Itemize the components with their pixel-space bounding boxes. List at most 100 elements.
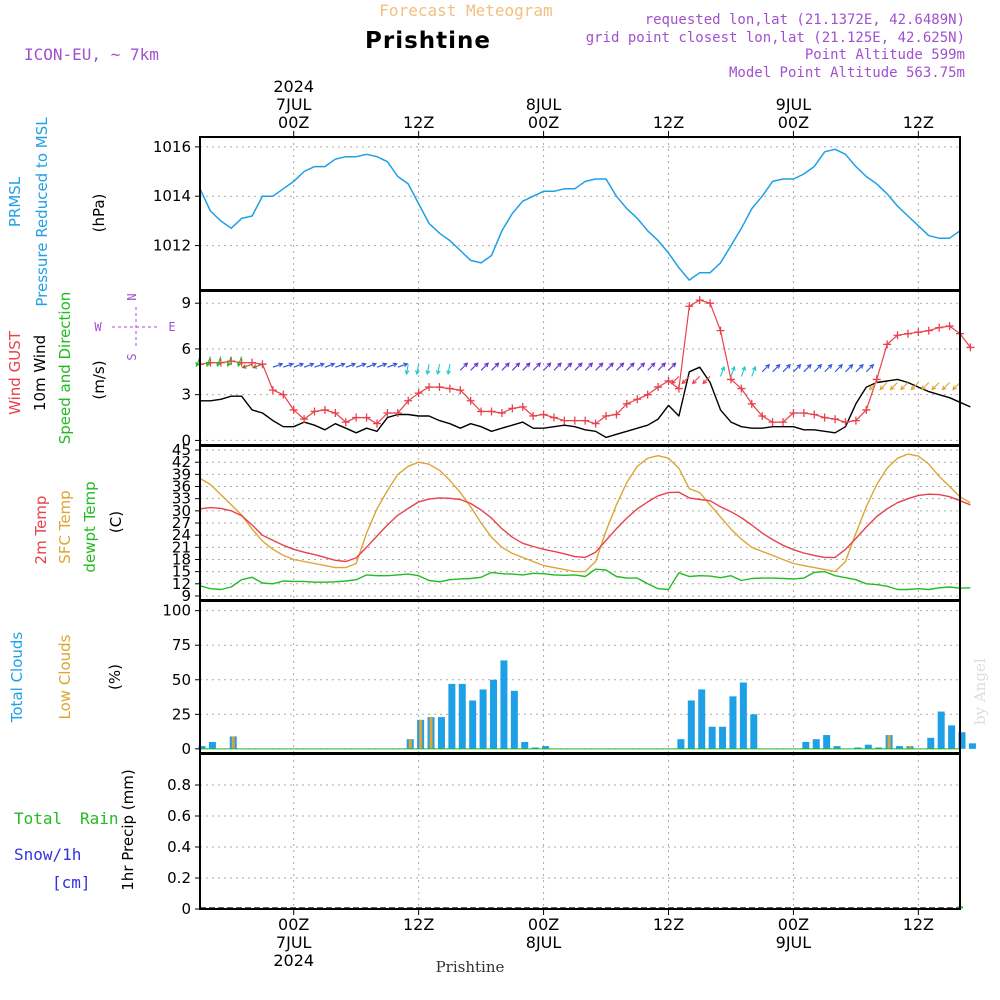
wind-direction-arrow [345, 362, 357, 368]
wind10-label: 10m Wind [31, 335, 49, 411]
total-cloud-bar [875, 747, 883, 749]
top-time-label: 9JUL [776, 95, 812, 114]
bottom-time-label: 12Z [903, 915, 934, 934]
wind-direction-arrow [834, 363, 843, 373]
y-tick-label: 100 [162, 602, 191, 620]
wind-direction-arrow [303, 362, 315, 368]
wind-direction-arrow [900, 382, 909, 391]
y-tick-label: 1012 [153, 237, 191, 255]
total-cloud-bar [812, 739, 820, 749]
gust-marker [372, 419, 381, 428]
snow-unit: [cm] [52, 873, 91, 892]
wind-direction-arrow [522, 362, 531, 371]
gust-marker [862, 405, 871, 414]
gust-marker [331, 408, 340, 417]
y-tick-label: 75 [172, 636, 191, 654]
gust-marker [539, 410, 548, 419]
pressure-line [199, 148, 961, 281]
y-tick-label: 0.2 [167, 869, 191, 887]
total-cloud-bar [458, 683, 466, 749]
gust-marker [518, 402, 527, 411]
gust-marker [966, 343, 975, 352]
gust-marker [872, 375, 881, 384]
gust-marker [549, 413, 558, 422]
total-cloud-bar [448, 683, 456, 749]
gust-marker [497, 408, 506, 417]
low-cloud-bar [429, 717, 433, 749]
gust-marker [820, 413, 829, 422]
wind-direction-arrow [543, 362, 552, 371]
wind-direction-arrow [553, 362, 562, 371]
wind-direction-arrow [293, 362, 305, 368]
gust-marker [268, 386, 277, 395]
temp2m-line [199, 491, 971, 563]
wind-direction-arrow [616, 362, 625, 371]
top-time-label: 8JUL [526, 95, 562, 114]
total-cloud-bar [968, 743, 976, 749]
y-tick-label: 0.6 [167, 807, 191, 825]
total-cloud-bar [208, 741, 216, 749]
total-cloud-bar [490, 679, 498, 749]
y-tick-label: 33 [172, 490, 191, 508]
footer-location: Prishtine [436, 958, 505, 976]
total-cloud-bar [802, 741, 810, 749]
gust-marker [487, 407, 496, 416]
winddir-label: Speed and Direction [56, 292, 74, 445]
gust-marker [393, 408, 402, 417]
total-clouds-label: Total Clouds [8, 632, 26, 724]
y-tick-label: 0 [181, 900, 191, 918]
wind-direction-arrow [920, 382, 930, 391]
wind-direction-arrow [387, 362, 398, 368]
precip-axis-label: 1hr Precip (mm) [119, 769, 137, 890]
total-cloud-bar [708, 726, 716, 749]
y-tick-label: 25 [172, 705, 191, 723]
gust-marker [633, 395, 642, 404]
gridpoint-coords: grid point closest lon,lat (21.125E, 42.… [586, 30, 965, 46]
gust-marker [425, 383, 434, 392]
gust-marker [279, 390, 288, 399]
wind-direction-arrow [941, 382, 950, 391]
total-cloud-bar [479, 689, 487, 749]
top-time-label: 12Z [653, 113, 684, 132]
gust-marker [893, 331, 902, 340]
wind-direction-arrow [272, 362, 284, 368]
total-cloud-bar [677, 739, 685, 749]
y-tick-label: 36 [172, 478, 191, 496]
wind-unit: (m/s) [90, 360, 108, 399]
wind-direction-arrow [335, 362, 346, 368]
total-cloud-bar [437, 717, 445, 749]
top-time-label: 00Z [278, 113, 309, 132]
requested-coords: requested lon,lat (21.1372E, 42.6489N) [645, 12, 965, 28]
wind-direction-arrow [865, 363, 875, 373]
gust-marker [716, 326, 725, 335]
gust-marker [581, 416, 590, 425]
gust-marker [591, 419, 600, 428]
wind-direction-arrow [241, 363, 253, 369]
y-tick-label: 0.8 [167, 776, 191, 794]
gust-marker [737, 384, 746, 393]
total-cloud-bar [739, 682, 747, 749]
wind-direction-arrow [397, 362, 409, 368]
model-label: ICON-EU, ~ 7km [24, 45, 159, 64]
dewpt-label: dewpt Temp [81, 481, 99, 572]
low-cloud-bar [887, 735, 891, 749]
wind-direction-arrow [252, 363, 263, 369]
wind-direction-arrow [532, 362, 541, 371]
dewpt-line [199, 568, 971, 591]
gust-marker [227, 357, 236, 366]
wind-direction-arrow [952, 382, 961, 391]
wind-direction-arrow [803, 363, 812, 373]
total-cloud-bar [510, 690, 518, 749]
wind-direction-arrow [813, 363, 823, 373]
gust-marker [383, 408, 392, 417]
wind-direction-arrow [237, 356, 243, 368]
total-label: Total [14, 809, 62, 828]
y-tick-label: 0 [181, 431, 191, 449]
total-cloud-bar [531, 747, 539, 749]
total-cloud-bar [719, 726, 727, 749]
wind-direction-arrow [670, 376, 680, 385]
gust-marker [685, 302, 694, 311]
bottom-time-label: 12Z [403, 915, 434, 934]
bottom-time-label: 9JUL [776, 933, 812, 952]
total-cloud-bar [927, 737, 935, 749]
